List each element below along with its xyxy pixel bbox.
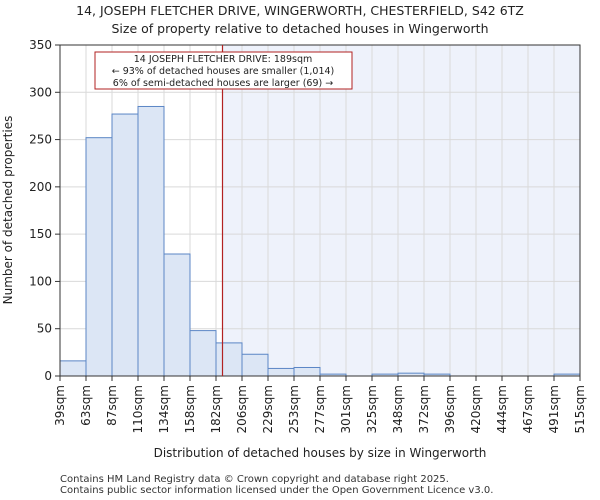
histogram-bar <box>111 113 139 377</box>
histogram-chart: 0 50 100 150 200 250 300 350 39sqm 63sqm 87sqm 110s… <box>1 38 587 460</box>
x-tick-label: 515sqm <box>573 385 587 433</box>
annotation-line-1: 14 JOSEPH FLETCHER DRIVE: 189sqm <box>134 54 313 65</box>
larger-region-shade <box>222 45 580 376</box>
histogram-bar <box>85 137 113 377</box>
x-tick-label: 110sqm <box>131 385 145 433</box>
x-tick-label: 206sqm <box>235 385 249 433</box>
annotation-box <box>94 51 353 90</box>
x-tick-label: 229sqm <box>261 385 275 433</box>
histogram-bar <box>189 330 217 377</box>
annotation-line-3: 6% of semi-detached houses are larger (6… <box>113 78 333 89</box>
histogram-bar <box>215 342 243 377</box>
histogram-bar <box>267 367 295 377</box>
histogram-bar <box>59 360 87 377</box>
histogram-bar <box>163 253 191 377</box>
x-tick-label: 396sqm <box>443 385 457 433</box>
footer-line-2: Contains public sector information licen… <box>60 485 494 496</box>
y-tick-label: 50 <box>37 322 52 336</box>
x-tick-label: 87sqm <box>105 385 119 426</box>
x-tick-label: 467sqm <box>521 385 535 433</box>
histogram-bar <box>293 366 321 377</box>
y-tick-label: 250 <box>29 133 52 147</box>
chart-title: 14, JOSEPH FLETCHER DRIVE, WINGERWORTH, … <box>76 3 524 18</box>
x-tick-label: 182sqm <box>209 385 223 433</box>
x-tick-label: 491sqm <box>547 385 561 433</box>
x-tick-label: 325sqm <box>365 385 379 433</box>
x-tick-label: 277sqm <box>313 385 327 433</box>
y-tick-label: 100 <box>29 274 52 288</box>
x-tick-label: 420sqm <box>469 385 483 433</box>
chart-subtitle: Size of property relative to detached ho… <box>111 21 489 36</box>
x-tick-label: 444sqm <box>495 385 509 433</box>
x-tick-label: 301sqm <box>339 385 353 433</box>
x-tick-label: 348sqm <box>391 385 405 433</box>
annotation-line-2: ← 93% of detached houses are smaller (1,… <box>112 66 335 77</box>
histogram-bar <box>241 353 269 377</box>
x-tick-label: 63sqm <box>79 385 93 426</box>
y-tick-label: 150 <box>29 227 52 241</box>
histogram-bar <box>137 105 165 377</box>
y-tick-label: 300 <box>29 85 52 99</box>
y-tick-label: 0 <box>44 369 52 383</box>
x-tick-label: 39sqm <box>53 385 67 426</box>
x-tick-label: 253sqm <box>287 385 301 433</box>
x-tick-label: 372sqm <box>417 385 431 433</box>
y-tick-label: 350 <box>29 38 52 52</box>
footer-line-1: Contains HM Land Registry data © Crown c… <box>60 474 449 485</box>
x-tick-label: 134sqm <box>157 385 171 433</box>
y-axis-label: Number of detached properties <box>1 116 15 305</box>
y-tick-label: 200 <box>29 180 52 194</box>
x-tick-label: 158sqm <box>183 385 197 433</box>
x-axis-label: Distribution of detached houses by size … <box>154 446 487 460</box>
